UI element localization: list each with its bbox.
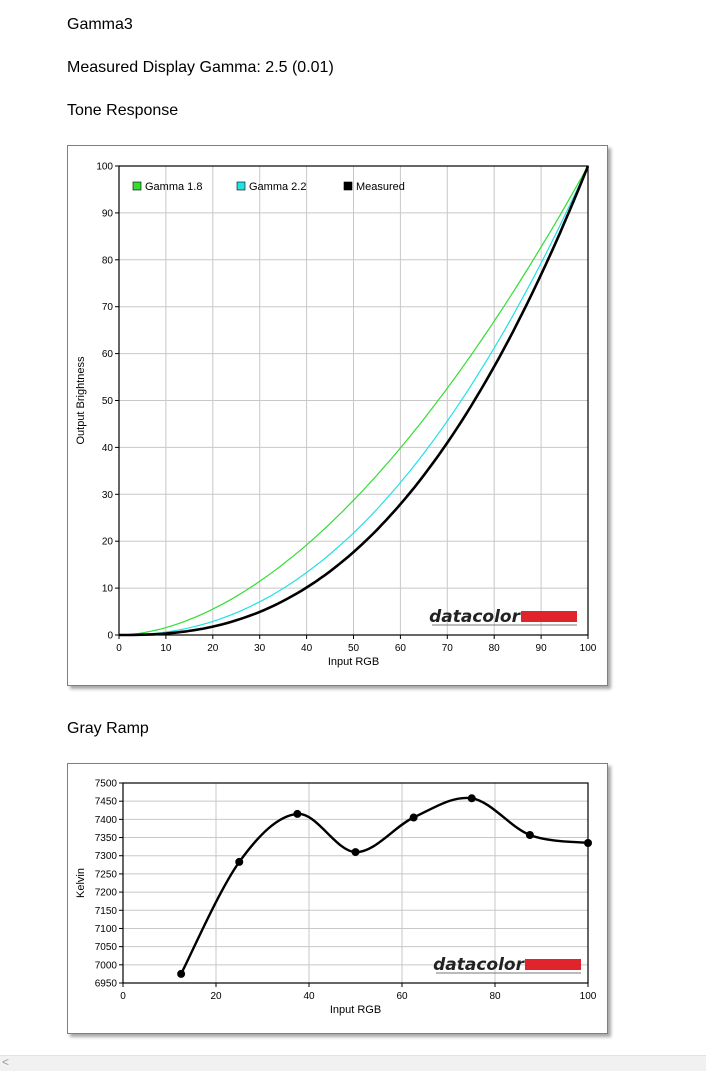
- gray-ramp-heading: Gray Ramp: [67, 720, 149, 737]
- legend-swatch-gamma-1-8: [132, 181, 142, 191]
- datacolor-logo-bar: [525, 959, 581, 970]
- legend-swatch-measured: [343, 181, 353, 191]
- data-point: [351, 848, 360, 857]
- y-tick-label: 7250: [95, 869, 118, 880]
- y-tick-label: 7350: [95, 833, 118, 844]
- x-tick-label: 100: [580, 643, 597, 654]
- data-point: [177, 969, 186, 978]
- y-tick-label: 7400: [95, 815, 118, 826]
- plot-border: [122, 782, 589, 984]
- x-tick-label: 100: [580, 991, 597, 1002]
- series-line-gamma-2-2: [119, 165, 589, 636]
- x-tick-label: 20: [210, 991, 222, 1002]
- x-axis-label: Input RGB: [330, 1004, 381, 1016]
- legend-label-gamma-1-8: Gamma 1.8: [145, 181, 202, 193]
- x-tick-label: 10: [160, 643, 172, 654]
- x-tick-label: 60: [396, 991, 408, 1002]
- tone-response-chart: 0 10 20 30 40 50 60 70 80 90 100 0 10 20 30 40 50 60 70 80 9…: [75, 162, 597, 669]
- y-axis-label: Output Brightness: [75, 356, 87, 445]
- y-tick-label: 7000: [95, 960, 118, 971]
- plot-border: [118, 165, 589, 636]
- y-tick-label: 10: [102, 584, 114, 595]
- y-tick-label: 60: [102, 349, 114, 360]
- tone-response-chart-panel: 0 10 20 30 40 50 60 70 80 90 100 0 10 20 30 40 50 60 70 80 9…: [67, 145, 608, 686]
- legend-label-gamma-2-2: Gamma 2.2: [249, 181, 306, 193]
- x-tick-label: 0: [120, 991, 126, 1002]
- y-axis-label: Kelvin: [75, 868, 87, 898]
- datacolor-logo-text: datacolor: [433, 955, 526, 975]
- datacolor-logo-text: datacolor: [429, 607, 522, 627]
- scroll-left-arrow-icon[interactable]: <: [2, 1055, 10, 1069]
- x-tick-label: 60: [395, 643, 407, 654]
- y-tick-label: 7500: [95, 779, 118, 790]
- y-tick-label: 7450: [95, 797, 118, 808]
- x-tick-label: 80: [489, 991, 501, 1002]
- x-tick-label: 30: [254, 643, 266, 654]
- y-tick-label: 100: [96, 162, 113, 173]
- y-tick-label: 7100: [95, 924, 118, 935]
- y-tick-label: 40: [102, 443, 114, 454]
- x-tick-label: 40: [301, 643, 313, 654]
- series-line-gamma-1-8: [118, 165, 589, 636]
- series-line-gray-ramp: [180, 796, 589, 975]
- x-axis-label: Input RGB: [328, 656, 379, 668]
- legend-label-measured: Measured: [356, 181, 405, 193]
- data-point: [293, 809, 302, 818]
- x-tick-label: 90: [536, 643, 548, 654]
- measured-gamma-text: Measured Display Gamma: 2.5 (0.01): [67, 59, 334, 76]
- y-tick-label: 50: [102, 396, 114, 407]
- y-tick-label: 90: [102, 208, 114, 219]
- y-tick-label: 7300: [95, 851, 118, 862]
- series-line-measured: [119, 165, 590, 637]
- y-tick-label: 70: [102, 302, 114, 313]
- y-tick-label: 7050: [95, 942, 118, 953]
- y-tick-label: 80: [102, 255, 114, 266]
- x-tick-label: 20: [207, 643, 219, 654]
- x-tick-label: 80: [489, 643, 501, 654]
- y-tick-label: 0: [107, 631, 113, 642]
- datacolor-logo-bar: [521, 611, 577, 622]
- data-point: [467, 794, 476, 803]
- y-tick-label: 6950: [95, 979, 118, 990]
- profile-name: Gamma3: [67, 16, 133, 33]
- data-point: [525, 831, 534, 839]
- gray-ramp-chart-panel: 6950 7000 7050 7100 7150 7200 7250 7300 7350 7400…: [67, 763, 608, 1034]
- y-tick-label: 7150: [95, 906, 118, 917]
- x-tick-label: 50: [348, 643, 360, 654]
- y-tick-label: 30: [102, 490, 114, 501]
- gray-ramp-chart: 6950 7000 7050 7100 7150 7200 7250 7300 7350 7400…: [75, 779, 597, 1017]
- y-tick-label: 7200: [95, 888, 118, 899]
- data-point: [409, 813, 418, 822]
- tone-response-heading: Tone Response: [67, 102, 179, 119]
- data-point: [235, 857, 244, 866]
- x-tick-label: 70: [442, 643, 454, 654]
- y-tick-label: 20: [102, 537, 114, 548]
- legend-swatch-gamma-2-2: [236, 181, 246, 191]
- x-tick-label: 0: [116, 643, 122, 654]
- data-point: [584, 839, 592, 847]
- x-tick-label: 40: [303, 991, 315, 1002]
- horizontal-scrollbar[interactable]: <: [0, 1055, 706, 1071]
